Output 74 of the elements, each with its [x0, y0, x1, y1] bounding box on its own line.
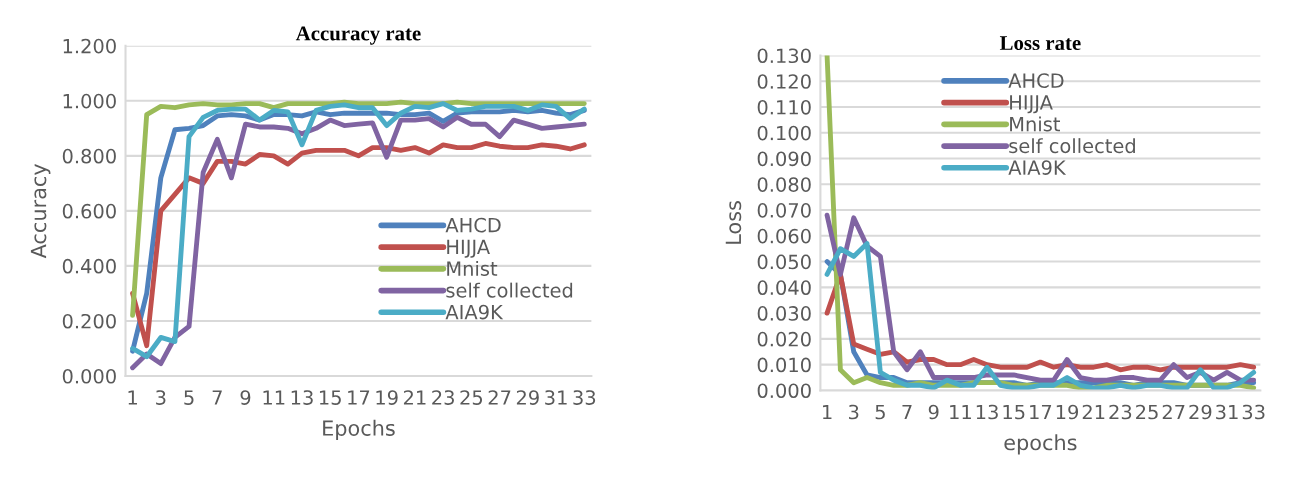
y-tick-label: 0.120	[757, 74, 811, 89]
x-tick-label: 11	[950, 404, 971, 420]
y-axis-title: Accuracy	[30, 163, 51, 259]
y-tick-label: 1.200	[63, 38, 116, 54]
y-tick-label: 0.040	[757, 280, 811, 296]
x-tick-label: 17	[348, 390, 370, 405]
x-tick-label: 27	[1162, 404, 1185, 420]
y-tick-label: 0.030	[757, 306, 811, 321]
legend-label: HIJJA	[447, 239, 490, 258]
x-tick-label: 11	[263, 390, 285, 405]
x-tick-label: 29	[1189, 404, 1212, 420]
x-tick-label: 19	[1056, 404, 1079, 420]
legend-label: Mnist	[1010, 116, 1060, 132]
y-tick-label: 0.080	[757, 177, 811, 192]
legend-label: AIA9K	[1008, 160, 1067, 175]
x-tick-label: 31	[545, 390, 567, 405]
y-tick-label: 0.110	[757, 99, 811, 115]
y-tick-label: 1.000	[63, 93, 116, 109]
x-tick-label: 9	[240, 390, 251, 405]
legend-label: Mnist	[447, 260, 498, 276]
x-tick-label: 1	[128, 390, 137, 405]
x-axis-title: epochs	[1004, 434, 1077, 455]
x-tick-label: 23	[1109, 404, 1132, 420]
x-tick-label: 17	[1030, 404, 1052, 420]
legend-label: self collected	[446, 282, 573, 298]
y-tick-label: 0.600	[62, 203, 116, 219]
y-tick-label: 0.000	[757, 383, 811, 399]
x-tick-label: 29	[516, 390, 539, 405]
legend-label: AHCD	[1008, 73, 1064, 88]
x-tick-label: 1	[823, 404, 832, 420]
y-tick-label: 0.090	[757, 151, 811, 167]
y-tick-label: 0.130	[757, 48, 811, 64]
x-axis-title: Epochs	[323, 419, 395, 440]
y-tick-label: 0.020	[757, 331, 811, 347]
x-tick-label: 3	[156, 390, 166, 405]
legend-label: self collected	[1009, 138, 1135, 154]
x-tick-label: 33	[573, 390, 596, 405]
x-tick-label: 7	[902, 404, 912, 420]
y-tick-label: 0.200	[62, 313, 116, 329]
x-tick-label: 5	[875, 404, 885, 420]
x-tick-label: 31	[1216, 404, 1238, 420]
x-tick-label: 21	[403, 390, 426, 405]
x-tick-label: 15	[1003, 404, 1025, 420]
x-tick-label: 9	[928, 404, 939, 420]
legend-label: AIA9K	[445, 304, 504, 320]
x-tick-label: 25	[460, 390, 483, 405]
x-tick-label: 25	[1136, 404, 1158, 420]
chart-title: Accuracy rate	[295, 26, 421, 45]
x-tick-label: 13	[291, 390, 313, 405]
legend-label: HIJJA	[1010, 95, 1053, 114]
x-tick-label: 23	[432, 390, 454, 405]
y-tick-label: 0.100	[757, 125, 811, 141]
y-tick-label: 0.000	[62, 368, 116, 384]
y-tick-label: 0.800	[62, 148, 116, 164]
line-series	[130, 141, 587, 349]
line-series	[130, 99, 587, 318]
y-tick-label: 0.070	[757, 203, 811, 218]
y-tick-label: 0.400	[62, 258, 116, 274]
x-tick-label: 19	[376, 390, 398, 405]
y-tick-label: 0.060	[757, 228, 811, 244]
y-tick-label: 0.010	[757, 357, 811, 373]
x-tick-label: 21	[1082, 404, 1105, 420]
line-series	[824, 212, 1257, 383]
y-tick-label: 0.050	[757, 254, 811, 270]
x-tick-label: 3	[849, 404, 859, 420]
legend-label: AHCD	[445, 217, 501, 233]
x-tick-label: 7	[212, 390, 222, 405]
chart-title: Loss rate	[999, 36, 1081, 51]
x-tick-label: 5	[184, 390, 194, 405]
x-tick-label: 13	[976, 404, 998, 420]
x-tick-label: 27	[488, 390, 511, 405]
y-axis-title: Loss	[725, 201, 742, 244]
x-tick-label: 33	[1242, 404, 1265, 420]
x-tick-label: 15	[319, 390, 341, 405]
